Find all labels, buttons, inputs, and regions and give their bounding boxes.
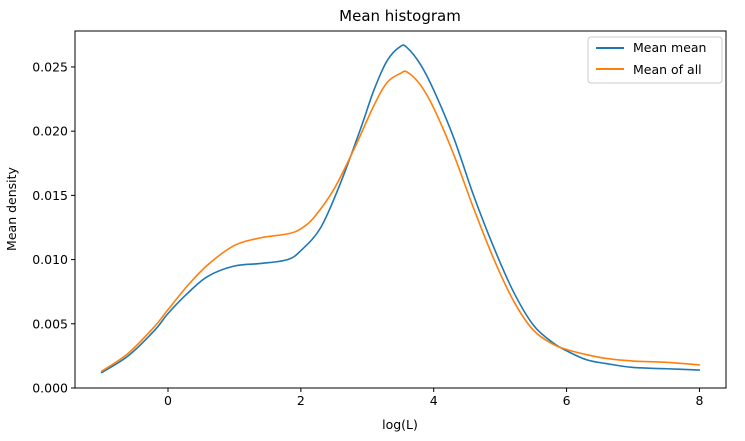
y-tick-label: 0.020 <box>32 124 68 139</box>
legend: Mean mean Mean of all <box>587 36 723 84</box>
x-tick-label: 8 <box>695 393 703 408</box>
plot-frame <box>74 30 727 389</box>
x-tick-label: 4 <box>430 393 438 408</box>
x-tick-label: 2 <box>297 393 305 408</box>
y-axis-label: Mean density <box>4 166 19 250</box>
x-tick-label: 0 <box>164 393 172 408</box>
chart-title: Mean histogram <box>339 7 461 25</box>
legend-label-mean-of-all: Mean of all <box>633 62 702 77</box>
axis-ticks: 0 2 4 6 8 0.000 0.005 0.010 0.015 0.020 0.025 <box>32 59 703 408</box>
series-line-mean-mean <box>100 44 701 374</box>
x-tick-label: 6 <box>563 393 571 408</box>
y-tick-label: 0.015 <box>32 188 68 203</box>
series-line-mean-of-all <box>100 70 701 373</box>
x-axis-label: log(L) <box>382 417 418 432</box>
y-tick-label: 0.005 <box>32 316 68 331</box>
y-tick-label: 0.010 <box>32 252 68 267</box>
legend-label-mean-mean: Mean mean <box>633 40 706 55</box>
plot-lines <box>100 44 701 374</box>
y-tick-label: 0.025 <box>32 59 68 74</box>
y-tick-label: 0.000 <box>32 381 68 396</box>
